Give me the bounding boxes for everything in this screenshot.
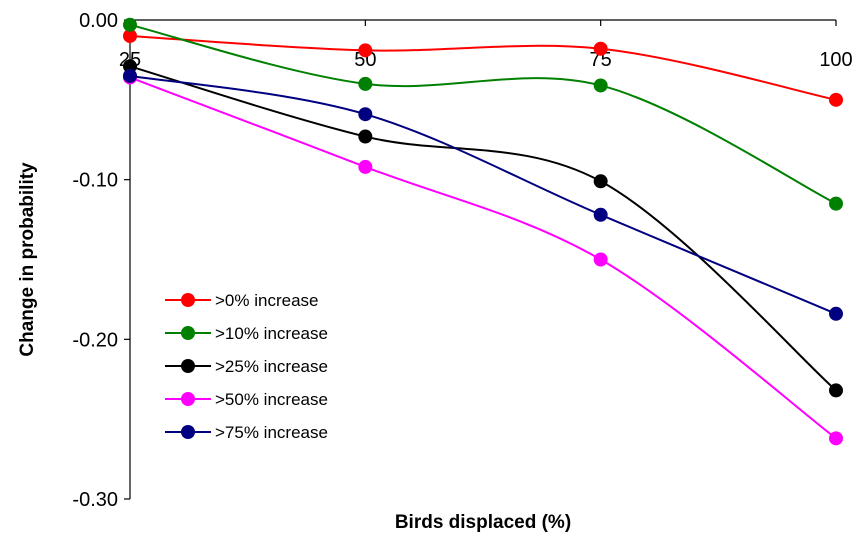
data-point: [829, 196, 843, 211]
legend-item: >50% increase: [165, 390, 328, 409]
legend-swatch-marker: [181, 326, 195, 340]
data-point: [593, 174, 608, 189]
series-line: [129, 74, 837, 315]
legend-swatch-marker: [181, 425, 195, 439]
y-tick-label: -0.10: [72, 170, 118, 192]
series-line: [129, 34, 837, 101]
data-point: [123, 68, 137, 83]
series-line: [129, 23, 837, 205]
data-point: [593, 78, 608, 93]
legend-label: >10% increase: [215, 324, 328, 343]
series-1: [123, 17, 843, 211]
x-tick-label: 75: [590, 49, 612, 71]
legend-item: >10% increase: [165, 324, 328, 343]
series-0: [123, 28, 843, 107]
data-point: [358, 129, 373, 144]
legend-label: >50% increase: [215, 390, 328, 409]
series-line: [129, 65, 837, 392]
x-tick-label: 100: [819, 49, 852, 71]
data-point: [358, 159, 373, 174]
data-point: [593, 252, 608, 267]
data-point: [358, 76, 373, 91]
data-point: [123, 59, 137, 74]
series-layer: [123, 17, 843, 446]
data-point: [829, 431, 843, 446]
legend-swatch-marker: [181, 293, 195, 307]
y-tick-label: -0.30: [72, 489, 118, 511]
legend-item: >75% increase: [165, 423, 328, 442]
data-point: [829, 383, 843, 398]
y-tick-label: 0.00: [79, 10, 118, 32]
series-4: [123, 68, 843, 321]
legend-item: >25% increase: [165, 357, 328, 376]
x-ticks: 255075100: [119, 20, 853, 71]
x-axis-title: Birds displaced (%): [395, 512, 571, 533]
y-tick-label: -0.20: [72, 329, 118, 351]
data-point: [593, 207, 608, 222]
y-ticks: 0.00 -0.10 -0.20 -0.30: [72, 10, 130, 511]
series-2: [123, 59, 843, 398]
legend-label: >0% increase: [215, 291, 318, 310]
legend-swatch-marker: [181, 359, 195, 373]
data-point: [123, 28, 137, 43]
data-point: [593, 41, 608, 56]
data-point: [358, 43, 373, 58]
data-point: [123, 17, 137, 32]
y-axis-title: Change in probability: [17, 162, 38, 357]
legend-label: >75% increase: [215, 423, 328, 442]
legend-item: >0% increase: [165, 291, 318, 310]
legend-label: >25% increase: [215, 357, 328, 376]
legend-swatch-marker: [181, 392, 195, 406]
series-line: [129, 76, 837, 440]
data-point: [358, 107, 373, 122]
data-point: [829, 306, 843, 321]
legend: >0% increase >10% increase >25% increase >5…: [165, 291, 328, 442]
data-point: [829, 92, 843, 107]
